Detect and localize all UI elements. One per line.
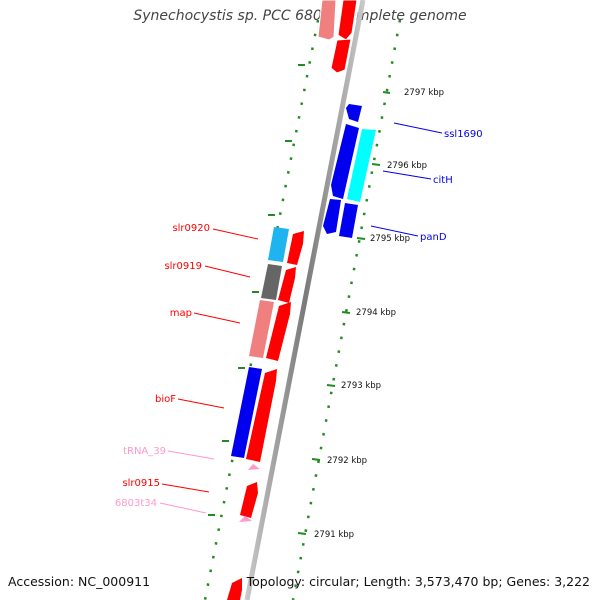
- gene-label-panD: panD: [420, 232, 447, 243]
- genome-backbone: [244, 0, 366, 600]
- gene-slr0919-forward: [278, 267, 296, 303]
- gene-ssl1690: [346, 104, 362, 122]
- label-connectors-left: [159, 228, 259, 514]
- kbp-label-2792: 2792 kbp: [327, 456, 367, 466]
- gene-map-forward: [266, 302, 291, 361]
- gene-6803t34: [239, 516, 252, 522]
- gene-label-slr0919: slr0919: [164, 261, 202, 272]
- kbp-label-2791: 2791 kbp: [314, 530, 354, 540]
- gene-top-red-1: [337, 0, 358, 41]
- gene-label-bioF: bioF: [155, 394, 176, 405]
- kbp-label-2793: 2793 kbp: [341, 381, 381, 391]
- gene-label-slr0915: slr0915: [122, 478, 160, 489]
- gene-label-ssl1690: ssl1690: [444, 129, 483, 140]
- gene-label-tRNA-39: tRNA_39: [123, 446, 166, 457]
- gene-label-citH: citH: [433, 175, 453, 186]
- gene-bioF: [231, 367, 262, 458]
- gene-slr0915: [240, 482, 258, 518]
- gene-slr0920: [268, 227, 289, 262]
- gene-slr0920-forward: [287, 231, 304, 265]
- kbp-major-ticks: [208, 64, 391, 535]
- gene-bottom-red: [227, 578, 242, 600]
- kbp-label-2796: 2796 kbp: [387, 161, 427, 171]
- gene-panD-a: [323, 199, 341, 234]
- kbp-label-2795: 2795 kbp: [370, 234, 410, 244]
- gene-label-6803t34: 6803t34: [115, 498, 157, 509]
- gene-label-map: map: [170, 308, 192, 319]
- accession-text: Accession: NC_000911: [8, 574, 151, 589]
- gene-map: [249, 300, 274, 358]
- kbp-label-2794: 2794 kbp: [356, 308, 396, 318]
- gene-top-light-red: [317, 0, 337, 41]
- gene-slr0919: [261, 264, 282, 300]
- gene-citH-reverse: [331, 124, 359, 199]
- genome-title: Synechocystis sp. PCC 6803, complete gen…: [133, 8, 467, 24]
- topology-text: Topology: circular; Length: 3,573,470 bp…: [246, 574, 590, 589]
- gene-tRNA-39: [248, 464, 260, 470]
- gene-label-slr0920: slr0920: [172, 223, 210, 234]
- gene-panD-b: [339, 203, 358, 238]
- gene-citH: [347, 129, 376, 202]
- gene-bioF-forward: [246, 369, 277, 462]
- gene-top-red-2: [330, 38, 352, 74]
- kbp-label-2797: 2797 kbp: [404, 88, 444, 98]
- label-connectors-right: [370, 122, 443, 237]
